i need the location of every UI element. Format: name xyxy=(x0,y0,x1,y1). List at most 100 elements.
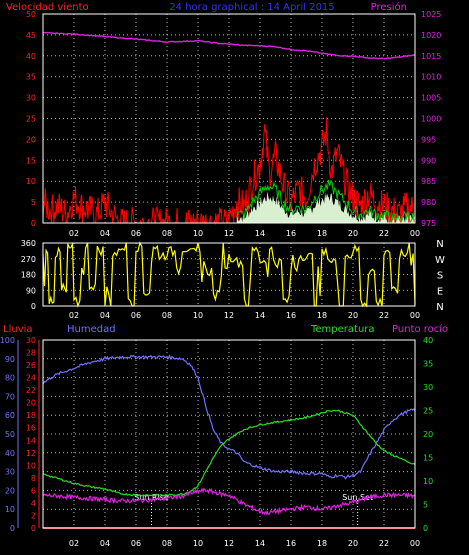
rain-tick-label: 0 xyxy=(31,524,36,533)
wind-speed-tick-label: 45 xyxy=(26,31,36,40)
compass-label: W xyxy=(435,255,445,266)
humidity-tick-label: 20 xyxy=(5,486,15,495)
pressure-tick-label: 990 xyxy=(421,156,436,165)
rain-tick-label: 6 xyxy=(31,486,36,495)
chart-title: 24 hora graphical : 14 April 2015 xyxy=(169,2,334,13)
wind-x-tick-label: 16 xyxy=(286,229,296,238)
wind-speed-tick-label: 15 xyxy=(26,156,36,165)
wind-speed-tick-label: 40 xyxy=(26,52,36,61)
direction-x-tick-label: 00 xyxy=(410,311,420,320)
direction-tick-label: 180 xyxy=(21,271,36,280)
humidity-tick-label: 40 xyxy=(5,449,15,458)
direction-tick-label: 360 xyxy=(21,239,36,248)
temperature-tick-label: 10 xyxy=(423,477,433,486)
pressure-tick-label: 1020 xyxy=(421,31,441,40)
pressure-tick-label: 1000 xyxy=(421,115,441,124)
rain-tick-label: 16 xyxy=(26,424,36,433)
direction-x-tick-label: 10 xyxy=(193,311,203,320)
direction-tick-label: 0 xyxy=(31,302,36,311)
rain-axis-title: Lluvia xyxy=(3,324,33,335)
direction-x-tick-label: 02 xyxy=(69,311,79,320)
direction-x-tick-label: 08 xyxy=(162,311,172,320)
wind-x-tick-label: 04 xyxy=(100,229,110,238)
rain-tick-label: 4 xyxy=(31,499,36,508)
rain-tick-label: 2 xyxy=(31,511,36,520)
humidity-x-tick-label: 10 xyxy=(193,539,203,548)
wind-x-tick-label: 08 xyxy=(162,229,172,238)
rain-tick-label: 22 xyxy=(26,386,36,395)
humidity-tick-label: 70 xyxy=(5,392,15,401)
humidity-tick-label: 0 xyxy=(10,524,15,533)
temperature-axis-title: Temperatura xyxy=(310,324,375,335)
wind-speed-tick-label: 10 xyxy=(26,177,36,186)
temperature-tick-label: 40 xyxy=(423,336,433,345)
wind-speed-tick-label: 0 xyxy=(31,219,36,228)
direction-tick-label: 90 xyxy=(26,286,36,295)
wind-x-tick-label: 00 xyxy=(410,229,420,238)
direction-x-tick-label: 18 xyxy=(317,311,327,320)
rain-tick-label: 26 xyxy=(26,361,36,370)
temperature-tick-label: 15 xyxy=(423,454,433,463)
wind-speed-tick-label: 5 xyxy=(31,198,36,207)
temperature-tick-label: 5 xyxy=(423,501,428,510)
pressure-tick-label: 975 xyxy=(421,219,436,228)
direction-x-tick-label: 16 xyxy=(286,311,296,320)
wind-gust-line xyxy=(236,179,415,224)
humidity-x-tick-label: 18 xyxy=(317,539,327,548)
humidity-x-tick-label: 22 xyxy=(379,539,389,548)
humidity-x-tick-label: 04 xyxy=(100,539,110,548)
wind-speed-tick-label: 20 xyxy=(26,135,36,144)
dewpoint-axis-title: Punto rocío xyxy=(392,323,448,335)
direction-x-tick-label: 22 xyxy=(379,311,389,320)
pressure-tick-label: 980 xyxy=(421,198,436,207)
pressure-line xyxy=(42,31,416,60)
humidity-x-tick-label: 14 xyxy=(255,539,265,548)
humidity-tick-label: 100 xyxy=(0,336,15,345)
compass-label: N xyxy=(436,302,443,313)
humidity-tick-label: 60 xyxy=(5,411,15,420)
wind-speed-tick-label: 30 xyxy=(26,94,36,103)
pressure-tick-label: 995 xyxy=(421,135,436,144)
pressure-tick-label: 985 xyxy=(421,177,436,186)
wind-x-tick-label: 22 xyxy=(379,229,389,238)
humidity-x-tick-label: 02 xyxy=(69,539,79,548)
pressure-tick-label: 1025 xyxy=(421,10,441,19)
wind-x-tick-label: 06 xyxy=(131,229,141,238)
humidity-plot-frame xyxy=(42,339,416,529)
pressure-tick-label: 1015 xyxy=(421,52,441,61)
wind-x-tick-label: 20 xyxy=(348,229,358,238)
rain-tick-label: 28 xyxy=(26,349,36,358)
direction-plot-frame xyxy=(42,242,416,307)
humidity-axis-title: Humedad xyxy=(67,324,116,335)
humidity-x-tick-label: 12 xyxy=(224,539,234,548)
humidity-x-tick-label: 20 xyxy=(348,539,358,548)
temperature-tick-label: 0 xyxy=(423,524,428,533)
compass-label: N xyxy=(436,239,443,250)
wind-speed-tick-label: 50 xyxy=(26,10,36,19)
wind-x-tick-label: 18 xyxy=(317,229,327,238)
humidity-tick-label: 30 xyxy=(5,468,15,477)
sun-event-label: Sun Set xyxy=(342,493,373,502)
compass-label: S xyxy=(437,271,443,282)
rain-tick-label: 12 xyxy=(26,449,36,458)
temperature-line xyxy=(42,409,416,497)
rain-tick-label: 24 xyxy=(26,374,36,383)
humidity-x-tick-label: 08 xyxy=(162,539,172,548)
rain-tick-label: 10 xyxy=(26,461,36,470)
wind-plot-frame xyxy=(42,13,416,224)
direction-x-tick-label: 12 xyxy=(224,311,234,320)
wind-direction-line xyxy=(42,241,416,308)
wind-average-band xyxy=(236,191,415,223)
humidity-x-tick-label: 06 xyxy=(131,539,141,548)
wind-x-tick-label: 12 xyxy=(224,229,234,238)
pressure-tick-label: 1010 xyxy=(421,73,441,82)
humidity-x-tick-label: 16 xyxy=(286,539,296,548)
sun-event-label: Sun Rise xyxy=(134,493,169,502)
temperature-tick-label: 35 xyxy=(423,360,433,369)
wind-x-tick-label: 02 xyxy=(69,229,79,238)
temperature-tick-label: 20 xyxy=(423,430,433,439)
humidity-line xyxy=(42,354,416,480)
dewpoint-line xyxy=(42,487,416,516)
wind-speed-axis-title: Velocidad viento xyxy=(6,2,89,13)
